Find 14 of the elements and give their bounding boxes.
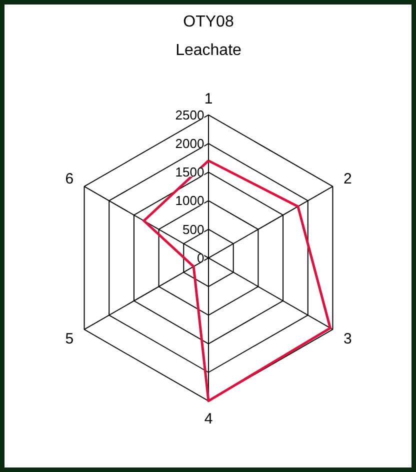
- y-tick-label: 500: [182, 222, 204, 237]
- chart-subtitle: Leachate: [176, 42, 242, 60]
- y-tick-label: 1000: [175, 193, 204, 208]
- spoke-label: 6: [65, 170, 74, 188]
- spoke-label: 1: [204, 90, 213, 108]
- spoke-label: 3: [343, 330, 352, 348]
- y-tick-label: 2500: [175, 107, 204, 122]
- y-tick-label: 2000: [175, 136, 204, 152]
- spoke-label: 2: [343, 170, 352, 188]
- chart-title: OTY08: [183, 13, 234, 30]
- y-tick-label: 0: [196, 250, 204, 266]
- spoke-label: 4: [204, 410, 213, 428]
- spoke-label: 5: [65, 330, 74, 348]
- y-tick-label: 1500: [175, 164, 204, 180]
